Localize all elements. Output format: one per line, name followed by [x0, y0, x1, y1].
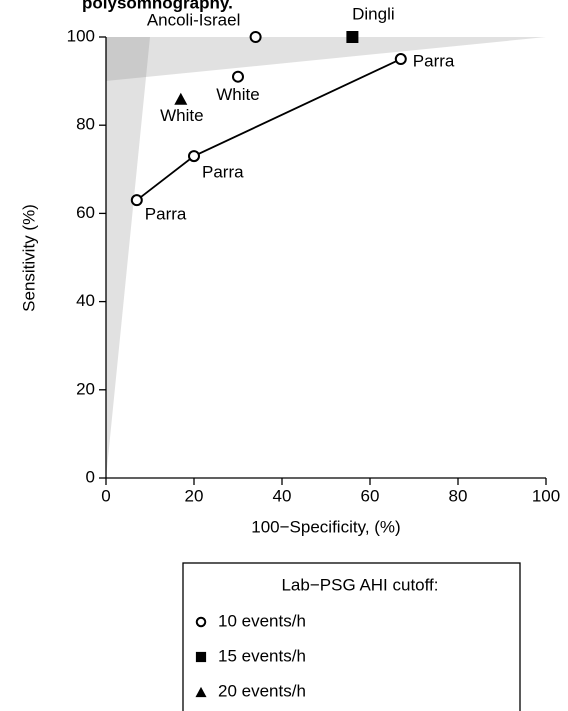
point-label: Parra [413, 52, 455, 71]
x-tick-label: 60 [361, 486, 380, 505]
connector-line [136, 58, 402, 201]
y-tick-label: 40 [76, 291, 95, 310]
x-axis-label: 100−Specificity, (%) [251, 517, 400, 536]
x-tick-label: 100 [532, 486, 560, 505]
y-tick-label: 0 [86, 467, 95, 486]
point-label: White [216, 85, 259, 104]
point [346, 31, 359, 43]
x-tick-label: 0 [101, 486, 110, 505]
point-label: Ancoli-Israel [147, 10, 241, 29]
y-tick-label: 80 [76, 115, 95, 134]
point-label: Parra [145, 205, 187, 224]
legend-box [182, 562, 521, 711]
x-tick-label: 40 [273, 486, 292, 505]
point [130, 194, 143, 207]
legend-marker [195, 616, 207, 628]
y-tick-label: 60 [76, 203, 95, 222]
legend-title: Lab−PSG AHI cutoff: [281, 575, 438, 594]
legend-marker [195, 651, 207, 663]
x-tick-label: 20 [185, 486, 204, 505]
legend-label: 20 events/h [218, 681, 306, 700]
shaded-region [106, 37, 546, 81]
point [174, 92, 188, 105]
x-tick-label: 80 [449, 486, 468, 505]
chart-title: polysomnography. [82, 0, 233, 12]
point-label: Parra [202, 163, 244, 182]
point-label: White [160, 106, 203, 125]
point [232, 70, 244, 83]
point-label: Dingli [352, 4, 395, 23]
y-tick-label: 100 [67, 26, 95, 45]
y-tick-label: 20 [76, 379, 95, 398]
legend-label: 15 events/h [218, 646, 306, 665]
legend-marker [195, 686, 207, 698]
shaded-region [106, 37, 150, 478]
y-axis-label: Sensitivity (%) [19, 204, 38, 312]
point [249, 31, 262, 43]
legend-label: 10 events/h [218, 611, 306, 630]
point [394, 53, 407, 66]
point [188, 150, 200, 163]
